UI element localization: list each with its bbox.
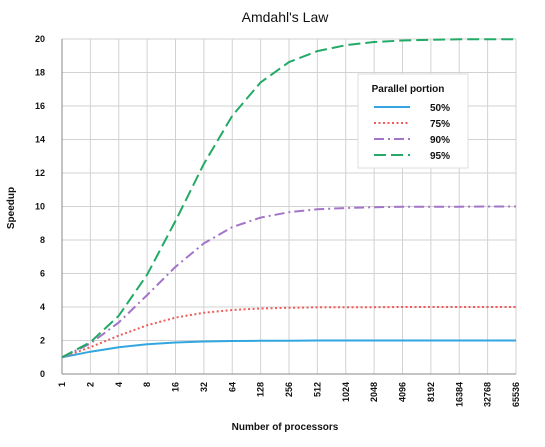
x-tick-label: 256 [284, 382, 294, 397]
legend-label: 50% [430, 103, 450, 114]
x-tick-label: 64 [227, 382, 237, 392]
y-tick-label: 20 [35, 34, 45, 44]
legend-box [357, 73, 469, 169]
series-line-95pct [61, 38, 516, 359]
legend-items: 50% 75% 90% 95% [374, 103, 450, 162]
y-tick-label: 12 [35, 168, 45, 178]
series-lines [61, 38, 516, 359]
y-tick-label: 8 [40, 235, 45, 245]
y-axis-label: Speedup [6, 187, 17, 229]
series-line-90pct [61, 205, 516, 359]
legend: Parallel portion 50% 75% 90% 95% [357, 73, 469, 169]
y-tick-label: 10 [35, 202, 45, 212]
x-tick-label: 8 [142, 382, 152, 387]
x-tick-label: 4 [114, 382, 124, 387]
y-tick-label: 14 [35, 135, 45, 145]
x-tick-label: 1024 [341, 382, 351, 402]
x-tick-label: 65536 [511, 382, 521, 407]
chart-title: Amdahl's Law [242, 9, 330, 25]
x-tick-label: 32768 [483, 382, 493, 407]
x-tick-label: 128 [256, 382, 266, 397]
axes [61, 39, 516, 375]
x-tick-label: 16384 [454, 382, 464, 407]
x-axis-label: Number of processors [232, 422, 339, 433]
legend-title: Parallel portion [372, 84, 445, 95]
x-tick-label: 2048 [369, 382, 379, 402]
x-tick-label: 2 [85, 382, 95, 387]
y-tick-label: 6 [40, 269, 45, 279]
y-tick-label: 2 [40, 336, 45, 346]
series-line-50pct [61, 339, 516, 359]
legend-label: 95% [430, 151, 450, 162]
legend-label: 90% [430, 135, 450, 146]
y-tick-label: 18 [35, 68, 45, 78]
y-tick-label: 16 [35, 101, 45, 111]
series-line-75pct [61, 306, 516, 359]
x-tick-label: 16 [171, 382, 181, 392]
y-tick-labels: 0 2 4 6 8 10 12 14 16 18 20 [35, 34, 45, 379]
x-tick-label: 512 [312, 382, 322, 397]
x-tick-label: 4096 [398, 382, 408, 402]
legend-label: 75% [430, 119, 450, 130]
x-tick-labels: 1 2 4 8 16 32 64 128 256 512 1024 2048 4096 8192 16384… [57, 382, 521, 407]
y-tick-label: 0 [40, 369, 45, 379]
x-tick-label: 32 [199, 382, 209, 392]
y-tick-label: 4 [40, 302, 45, 312]
x-tick-label: 8192 [426, 382, 436, 402]
x-tick-label: 1 [57, 382, 67, 387]
